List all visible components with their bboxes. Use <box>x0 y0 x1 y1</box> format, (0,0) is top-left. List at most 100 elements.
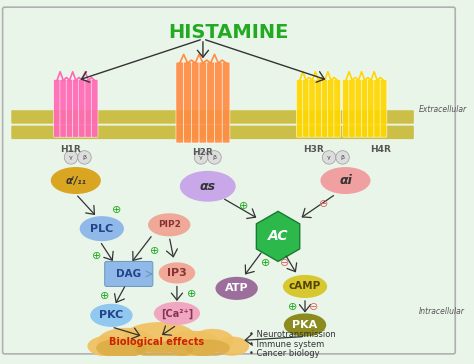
Ellipse shape <box>90 304 133 327</box>
FancyBboxPatch shape <box>176 62 183 143</box>
FancyBboxPatch shape <box>361 79 368 137</box>
FancyBboxPatch shape <box>85 79 91 137</box>
FancyBboxPatch shape <box>321 79 328 137</box>
FancyBboxPatch shape <box>199 62 207 143</box>
Text: αi: αi <box>339 174 352 187</box>
FancyBboxPatch shape <box>11 126 414 139</box>
Text: PLC: PLC <box>90 223 113 234</box>
Text: Biological effects: Biological effects <box>109 337 204 347</box>
Text: ⊖: ⊖ <box>319 199 328 209</box>
Ellipse shape <box>96 339 146 358</box>
FancyBboxPatch shape <box>334 79 341 137</box>
Text: PKA: PKA <box>292 320 318 330</box>
FancyBboxPatch shape <box>355 79 362 137</box>
Text: ⊕: ⊕ <box>92 251 102 261</box>
FancyBboxPatch shape <box>91 79 98 137</box>
Circle shape <box>336 151 349 164</box>
Text: ⊖: ⊖ <box>280 258 290 268</box>
FancyBboxPatch shape <box>11 110 414 124</box>
FancyBboxPatch shape <box>54 79 60 137</box>
Text: ⊖: ⊖ <box>309 302 319 312</box>
Text: β: β <box>212 155 217 160</box>
Text: H3R: H3R <box>303 145 324 154</box>
Text: ⊕: ⊕ <box>239 201 248 210</box>
Text: cAMP: cAMP <box>289 281 321 292</box>
Ellipse shape <box>51 167 101 194</box>
Text: γ: γ <box>199 155 203 160</box>
Ellipse shape <box>154 302 200 325</box>
FancyBboxPatch shape <box>343 79 349 137</box>
Ellipse shape <box>186 339 230 357</box>
Circle shape <box>78 151 91 164</box>
Text: ⊕: ⊕ <box>150 246 159 256</box>
Ellipse shape <box>80 216 124 241</box>
FancyBboxPatch shape <box>214 62 222 143</box>
Ellipse shape <box>283 275 327 298</box>
Text: β: β <box>340 155 345 160</box>
FancyBboxPatch shape <box>309 79 316 137</box>
FancyBboxPatch shape <box>73 79 79 137</box>
FancyBboxPatch shape <box>368 79 374 137</box>
FancyBboxPatch shape <box>380 79 387 137</box>
Ellipse shape <box>214 337 249 356</box>
Text: AC: AC <box>268 229 288 244</box>
Text: [Ca²⁺]: [Ca²⁺] <box>161 308 193 318</box>
FancyBboxPatch shape <box>296 79 303 137</box>
Text: IP3: IP3 <box>167 268 187 278</box>
Ellipse shape <box>87 336 130 357</box>
Text: Extracellular: Extracellular <box>419 105 467 114</box>
Ellipse shape <box>180 171 236 202</box>
Ellipse shape <box>97 328 155 357</box>
Text: H2R: H2R <box>192 148 213 157</box>
Text: H4R: H4R <box>371 145 392 154</box>
FancyBboxPatch shape <box>66 79 73 137</box>
FancyBboxPatch shape <box>183 62 191 143</box>
Text: ATP: ATP <box>225 284 248 293</box>
FancyBboxPatch shape <box>207 62 214 143</box>
Text: ⊕: ⊕ <box>288 302 297 312</box>
Circle shape <box>208 151 221 164</box>
Circle shape <box>322 151 336 164</box>
Text: • Cancer biology: • Cancer biology <box>249 349 320 359</box>
Ellipse shape <box>159 262 195 284</box>
Text: H1R: H1R <box>60 145 81 154</box>
FancyBboxPatch shape <box>374 79 381 137</box>
FancyBboxPatch shape <box>302 79 310 137</box>
FancyBboxPatch shape <box>105 261 153 286</box>
FancyBboxPatch shape <box>222 62 230 143</box>
FancyBboxPatch shape <box>315 79 322 137</box>
Text: ⊕: ⊕ <box>100 291 109 301</box>
Text: αs: αs <box>200 180 216 193</box>
Text: • Immune system: • Immune system <box>249 340 324 349</box>
Text: ⊕: ⊕ <box>111 205 121 215</box>
Ellipse shape <box>136 341 193 359</box>
Ellipse shape <box>216 277 258 300</box>
Text: β: β <box>82 155 86 160</box>
Ellipse shape <box>165 331 221 358</box>
FancyBboxPatch shape <box>3 7 455 354</box>
Circle shape <box>194 151 208 164</box>
Ellipse shape <box>148 213 191 236</box>
FancyBboxPatch shape <box>79 79 85 137</box>
Text: ⊕: ⊕ <box>187 289 196 299</box>
Text: γ: γ <box>69 155 73 160</box>
Ellipse shape <box>191 329 234 352</box>
Ellipse shape <box>284 313 326 337</box>
FancyBboxPatch shape <box>191 62 199 143</box>
Ellipse shape <box>123 322 196 353</box>
Text: PIP2: PIP2 <box>158 220 181 229</box>
Text: ⊕: ⊕ <box>261 258 270 268</box>
FancyBboxPatch shape <box>349 79 356 137</box>
Text: • Neurotransmission: • Neurotransmission <box>249 330 336 339</box>
Text: DAG: DAG <box>116 269 141 279</box>
Text: Intracellular: Intracellular <box>419 307 465 316</box>
Polygon shape <box>256 211 300 261</box>
FancyBboxPatch shape <box>60 79 67 137</box>
Text: γ: γ <box>327 155 331 160</box>
FancyBboxPatch shape <box>328 79 334 137</box>
Text: HISTAMINE: HISTAMINE <box>169 23 289 41</box>
Ellipse shape <box>320 167 371 194</box>
Circle shape <box>64 151 78 164</box>
Text: αⁱ/₁₁: αⁱ/₁₁ <box>65 175 86 186</box>
Text: PKC: PKC <box>100 310 124 320</box>
